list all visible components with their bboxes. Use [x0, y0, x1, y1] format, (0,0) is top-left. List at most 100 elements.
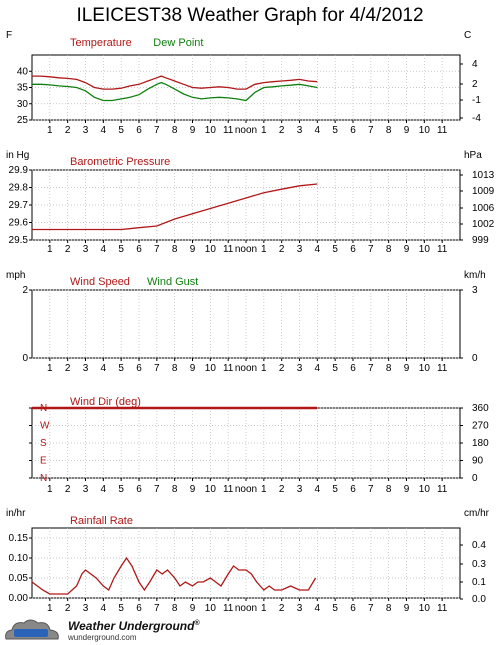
right-tick-label: 4 — [472, 59, 478, 70]
hour-label: 8 — [386, 484, 392, 495]
legend-barometric-pressure: Barometric Pressure — [70, 156, 170, 168]
logo-url[interactable]: wunderground.com — [68, 633, 137, 642]
hour-label: 1 — [47, 125, 53, 136]
hour-label: 4 — [101, 244, 107, 255]
weather-underground-logo — [5, 619, 59, 640]
right-tick-label: 0 — [472, 353, 478, 364]
hour-label: 11 — [223, 244, 234, 255]
hour-label: 2 — [279, 244, 285, 255]
hour-label: 1 — [261, 125, 267, 136]
chart-panel-4 — [29, 406, 463, 481]
hour-label: 2 — [279, 603, 285, 614]
y-tick-label: 29.7 — [9, 200, 29, 211]
hour-label: 7 — [154, 484, 160, 495]
y-tick-label: E — [40, 456, 47, 467]
right-tick-label: 180 — [472, 438, 489, 449]
logo-badge — [14, 629, 48, 637]
plot-area — [31, 407, 461, 479]
right-unit-label: cm/hr — [464, 508, 490, 519]
chart-panel-1 — [29, 54, 463, 123]
hour-label: 9 — [404, 363, 410, 374]
hour-label: 2 — [65, 484, 71, 495]
hour-label: 3 — [297, 484, 303, 495]
y-tick-label: N — [40, 403, 47, 414]
hour-label: noon — [235, 244, 257, 255]
hour-label: 11 — [437, 484, 448, 495]
hour-label: 7 — [368, 244, 374, 255]
right-tick-label: 0.3 — [472, 559, 486, 570]
y-tick-label: 40 — [17, 66, 29, 77]
y-tick-label: 0.10 — [9, 553, 29, 564]
right-tick-label: 90 — [472, 456, 484, 467]
hour-label: 1 — [47, 244, 53, 255]
right-tick-label: 1009 — [472, 186, 495, 197]
hour-label: 8 — [172, 484, 178, 495]
hour-label: 8 — [172, 603, 178, 614]
hour-label: 5 — [332, 363, 338, 374]
registered-mark: ® — [194, 620, 200, 627]
hour-label: 3 — [83, 125, 89, 136]
legend-dew-point: Dew Point — [153, 37, 203, 49]
hour-label: 11 — [223, 484, 234, 495]
right-tick-label: 360 — [472, 403, 489, 414]
right-tick-label: -1 — [472, 95, 481, 106]
hour-label: 1 — [261, 363, 267, 374]
hour-label: 7 — [368, 603, 374, 614]
hour-label: 6 — [136, 244, 142, 255]
hour-label: 8 — [172, 125, 178, 136]
hour-label: 4 — [315, 603, 321, 614]
hour-label: noon — [235, 363, 257, 374]
right-tick-label: 999 — [472, 235, 489, 246]
hour-label: 10 — [419, 363, 431, 374]
hour-label: 1 — [47, 363, 53, 374]
hour-label: 11 — [223, 125, 234, 136]
hour-label: 4 — [315, 125, 321, 136]
hour-label: 11 — [223, 363, 234, 374]
hour-label: 5 — [118, 603, 124, 614]
logo-text[interactable]: Weather Underground® — [68, 619, 200, 633]
hour-label: 9 — [404, 603, 410, 614]
right-tick-label: 0.1 — [472, 577, 486, 588]
hour-label: 5 — [118, 484, 124, 495]
hour-label: 11 — [437, 125, 448, 136]
hour-label: 7 — [154, 603, 160, 614]
hour-label: 5 — [118, 363, 124, 374]
plot-area — [31, 527, 461, 599]
chart-panel-5 — [29, 527, 463, 601]
legend-wind-gust: Wind Gust — [147, 276, 198, 288]
y-tick-label: W — [40, 421, 50, 432]
hour-label: 3 — [297, 244, 303, 255]
hour-label: 2 — [65, 603, 71, 614]
hour-label: 1 — [47, 484, 53, 495]
hour-label: 10 — [205, 603, 217, 614]
hour-label: 7 — [368, 363, 374, 374]
hour-label: 2 — [279, 363, 285, 374]
right-tick-label: -4 — [472, 113, 481, 124]
right-unit-label: hPa — [464, 150, 482, 161]
hour-label: 9 — [404, 244, 410, 255]
hour-label: 3 — [297, 125, 303, 136]
hour-label: 9 — [404, 125, 410, 136]
hour-label: 6 — [136, 125, 142, 136]
chart-panel-2 — [29, 169, 463, 243]
hour-label: 7 — [154, 244, 160, 255]
hour-label: 5 — [332, 125, 338, 136]
series-line-barometric-pressure — [32, 183, 318, 231]
hour-label: 11 — [437, 603, 448, 614]
hour-label: 7 — [368, 484, 374, 495]
hour-label: 4 — [315, 244, 321, 255]
left-unit-label: F — [6, 30, 12, 41]
hour-label: 6 — [350, 244, 356, 255]
left-unit-label: mph — [6, 270, 25, 281]
hour-label: 5 — [332, 603, 338, 614]
series-line-temperature — [32, 75, 318, 90]
y-tick-label: 29.9 — [9, 165, 29, 176]
right-tick-label: 0.4 — [472, 540, 486, 551]
hour-label: 4 — [315, 363, 321, 374]
hour-label: 3 — [83, 244, 89, 255]
hour-label: noon — [235, 484, 257, 495]
hour-label: 3 — [297, 603, 303, 614]
right-tick-label: 0.0 — [472, 594, 486, 605]
hour-label: 4 — [101, 363, 107, 374]
